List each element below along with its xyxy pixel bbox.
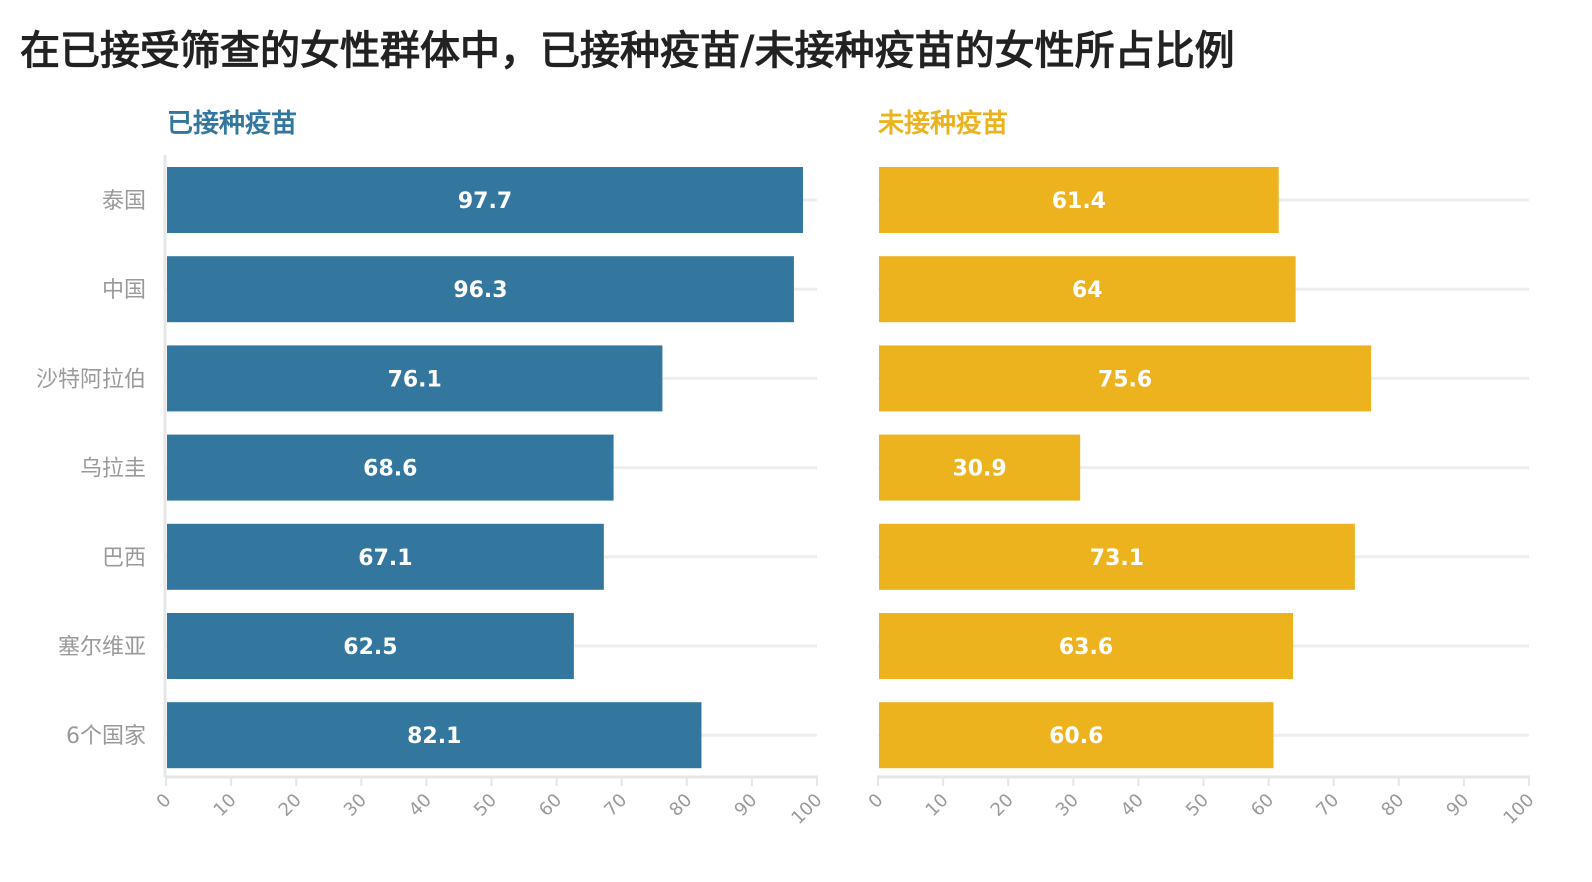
- panel-title-vaccinated: 已接种疫苗: [167, 109, 298, 139]
- x-tick-label: 100: [1499, 790, 1538, 829]
- bar: [879, 613, 1294, 679]
- x-tick-label: 0: [153, 790, 176, 813]
- bar: [167, 702, 702, 769]
- bar-value-label: 97.7: [458, 189, 512, 214]
- bar-value-label: 67.1: [358, 546, 412, 571]
- x-tick-label: 10: [922, 790, 953, 821]
- x-tick-label: 70: [600, 790, 631, 821]
- x-tick-label: 90: [1442, 790, 1473, 821]
- bar-value-label: 96.3: [453, 278, 507, 303]
- x-tick-label: 60: [535, 790, 566, 821]
- panel-title-unvaccinated: 未接种疫苗: [878, 109, 1009, 139]
- bar: [167, 167, 804, 233]
- x-tick-label: 50: [1182, 790, 1213, 821]
- bar: [879, 345, 1372, 412]
- x-tick-label: 20: [987, 790, 1018, 821]
- bar: [167, 523, 604, 590]
- x-tick-label: 40: [1117, 790, 1148, 821]
- bar: [879, 434, 1081, 501]
- bar-value-label: 64: [1072, 278, 1103, 303]
- bar-value-label: 82.1: [407, 724, 461, 749]
- x-tick-label: 30: [340, 790, 371, 821]
- bar: [879, 702, 1274, 769]
- bar: [167, 434, 614, 501]
- bar-value-label: 76.1: [388, 367, 442, 392]
- x-tick-label: 50: [470, 790, 501, 821]
- category-label: 塞尔维亚: [58, 635, 146, 660]
- x-tick-label: 10: [210, 790, 241, 821]
- bar-value-label: 73.1: [1090, 546, 1144, 571]
- x-tick-label: 0: [865, 790, 888, 813]
- x-tick-label: 20: [275, 790, 306, 821]
- x-tick-label: 30: [1052, 790, 1083, 821]
- category-label: 沙特阿拉伯: [36, 367, 146, 392]
- x-tick-label: 40: [405, 790, 436, 821]
- category-label: 6个国家: [66, 724, 146, 749]
- x-tick-label: 70: [1312, 790, 1343, 821]
- bar: [879, 523, 1355, 590]
- x-tick-label: 90: [730, 790, 761, 821]
- bar-value-label: 30.9: [952, 457, 1006, 482]
- bar-value-label: 68.6: [363, 457, 417, 482]
- x-tick-label: 60: [1247, 790, 1278, 821]
- bar-value-label: 62.5: [343, 635, 397, 660]
- category-label: 泰国: [102, 189, 146, 214]
- x-tick-label: 80: [1377, 790, 1408, 821]
- bar-value-label: 63.6: [1059, 635, 1113, 660]
- bar: [879, 167, 1279, 233]
- page-title: 在已接受筛查的女性群体中，已接种疫苗/未接种疫苗的女性所占比例: [20, 28, 1235, 74]
- x-tick-label: 100: [787, 790, 826, 829]
- x-tick-label: 80: [665, 790, 696, 821]
- bar: [167, 613, 574, 679]
- bar-value-label: 60.6: [1049, 724, 1103, 749]
- bar: [167, 256, 794, 323]
- category-label: 中国: [102, 278, 146, 303]
- bar-value-label: 75.6: [1098, 367, 1152, 392]
- bar: [879, 256, 1296, 323]
- category-label: 乌拉圭: [80, 457, 146, 482]
- bar-value-label: 61.4: [1052, 189, 1106, 214]
- category-label: 巴西: [102, 546, 146, 571]
- bar: [167, 345, 663, 412]
